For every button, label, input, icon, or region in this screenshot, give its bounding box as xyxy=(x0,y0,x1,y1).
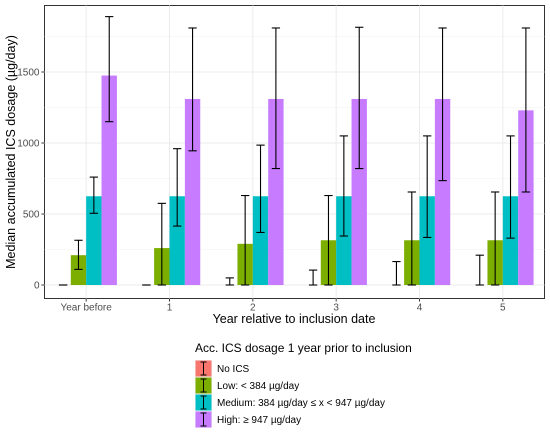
error-bar xyxy=(256,144,265,234)
bar xyxy=(70,255,87,285)
bar xyxy=(434,98,451,285)
bar xyxy=(86,196,102,285)
error-bar xyxy=(173,148,182,227)
x-tick-label: Year before xyxy=(60,303,112,314)
bars xyxy=(70,75,534,285)
error-bar xyxy=(475,254,484,286)
error-bar xyxy=(225,277,234,286)
legend-label: Low: < 384 µg/day xyxy=(217,381,299,392)
error-bar xyxy=(74,239,83,270)
error-bar xyxy=(506,135,515,239)
bar xyxy=(101,75,117,285)
error-bar xyxy=(157,202,166,286)
x-tick-label: 5 xyxy=(500,303,506,314)
bar xyxy=(268,98,284,285)
x-axis: Year before 1 2 3 4 5 xyxy=(60,298,506,314)
x-tick-label: 4 xyxy=(417,303,423,314)
error-bar xyxy=(240,194,250,286)
legend-item: High: ≥ 947 µg/day xyxy=(195,411,301,428)
legend: Acc. ICS dosage 1 year prior to inclusio… xyxy=(195,341,412,428)
x-axis-title: Year relative to inclusion date xyxy=(213,312,376,326)
plot-panel xyxy=(44,5,545,299)
y-tick-label: 0 xyxy=(34,281,40,292)
legend-label: Medium: 384 µg/day ≤ x < 947 µg/day xyxy=(217,398,385,409)
error-bar xyxy=(392,261,401,286)
bar xyxy=(169,196,185,285)
bar xyxy=(502,196,519,285)
y-tick-label: 1000 xyxy=(17,139,40,150)
legend-item: Low: < 384 µg/day xyxy=(195,377,299,394)
error-bar xyxy=(438,27,447,182)
legend-items: No ICS Low: < 384 µg/day Medium: 384 µg/da… xyxy=(195,360,385,428)
bar xyxy=(419,196,435,285)
x-tick-label: 2 xyxy=(250,303,256,314)
error-bar xyxy=(355,26,364,170)
x-tick-label: 3 xyxy=(333,303,339,314)
legend-label: High: ≥ 947 µg/day xyxy=(217,415,301,426)
bar xyxy=(184,98,201,285)
legend-item: Medium: 384 µg/day ≤ x < 947 µg/day xyxy=(195,394,385,411)
bar xyxy=(518,110,534,285)
legend-title: Acc. ICS dosage 1 year prior to inclusio… xyxy=(195,341,412,355)
error-bar xyxy=(105,16,114,123)
error-bar xyxy=(423,135,432,238)
bar xyxy=(351,98,367,285)
y-axis: 0 500 1000 1500 xyxy=(17,68,45,292)
error-bar xyxy=(271,27,281,170)
error-bar xyxy=(407,191,416,286)
bar xyxy=(336,196,352,285)
x-tick-label: 1 xyxy=(167,303,173,314)
y-tick-label: 500 xyxy=(23,210,40,221)
error-bar xyxy=(89,176,99,214)
error-bar xyxy=(490,191,500,286)
legend-item: No ICS xyxy=(195,360,250,377)
error-bar xyxy=(188,27,197,152)
legend-label: No ICS xyxy=(217,364,250,375)
y-axis-title: Median accumulated ICS dosage (µg/day) xyxy=(4,35,18,269)
error-bar xyxy=(521,27,531,193)
bar xyxy=(252,196,269,285)
y-tick-label: 1500 xyxy=(17,68,40,79)
error-bar xyxy=(308,269,318,286)
error-bar xyxy=(339,135,349,237)
error-bars xyxy=(58,16,531,286)
error-bar xyxy=(324,194,333,286)
